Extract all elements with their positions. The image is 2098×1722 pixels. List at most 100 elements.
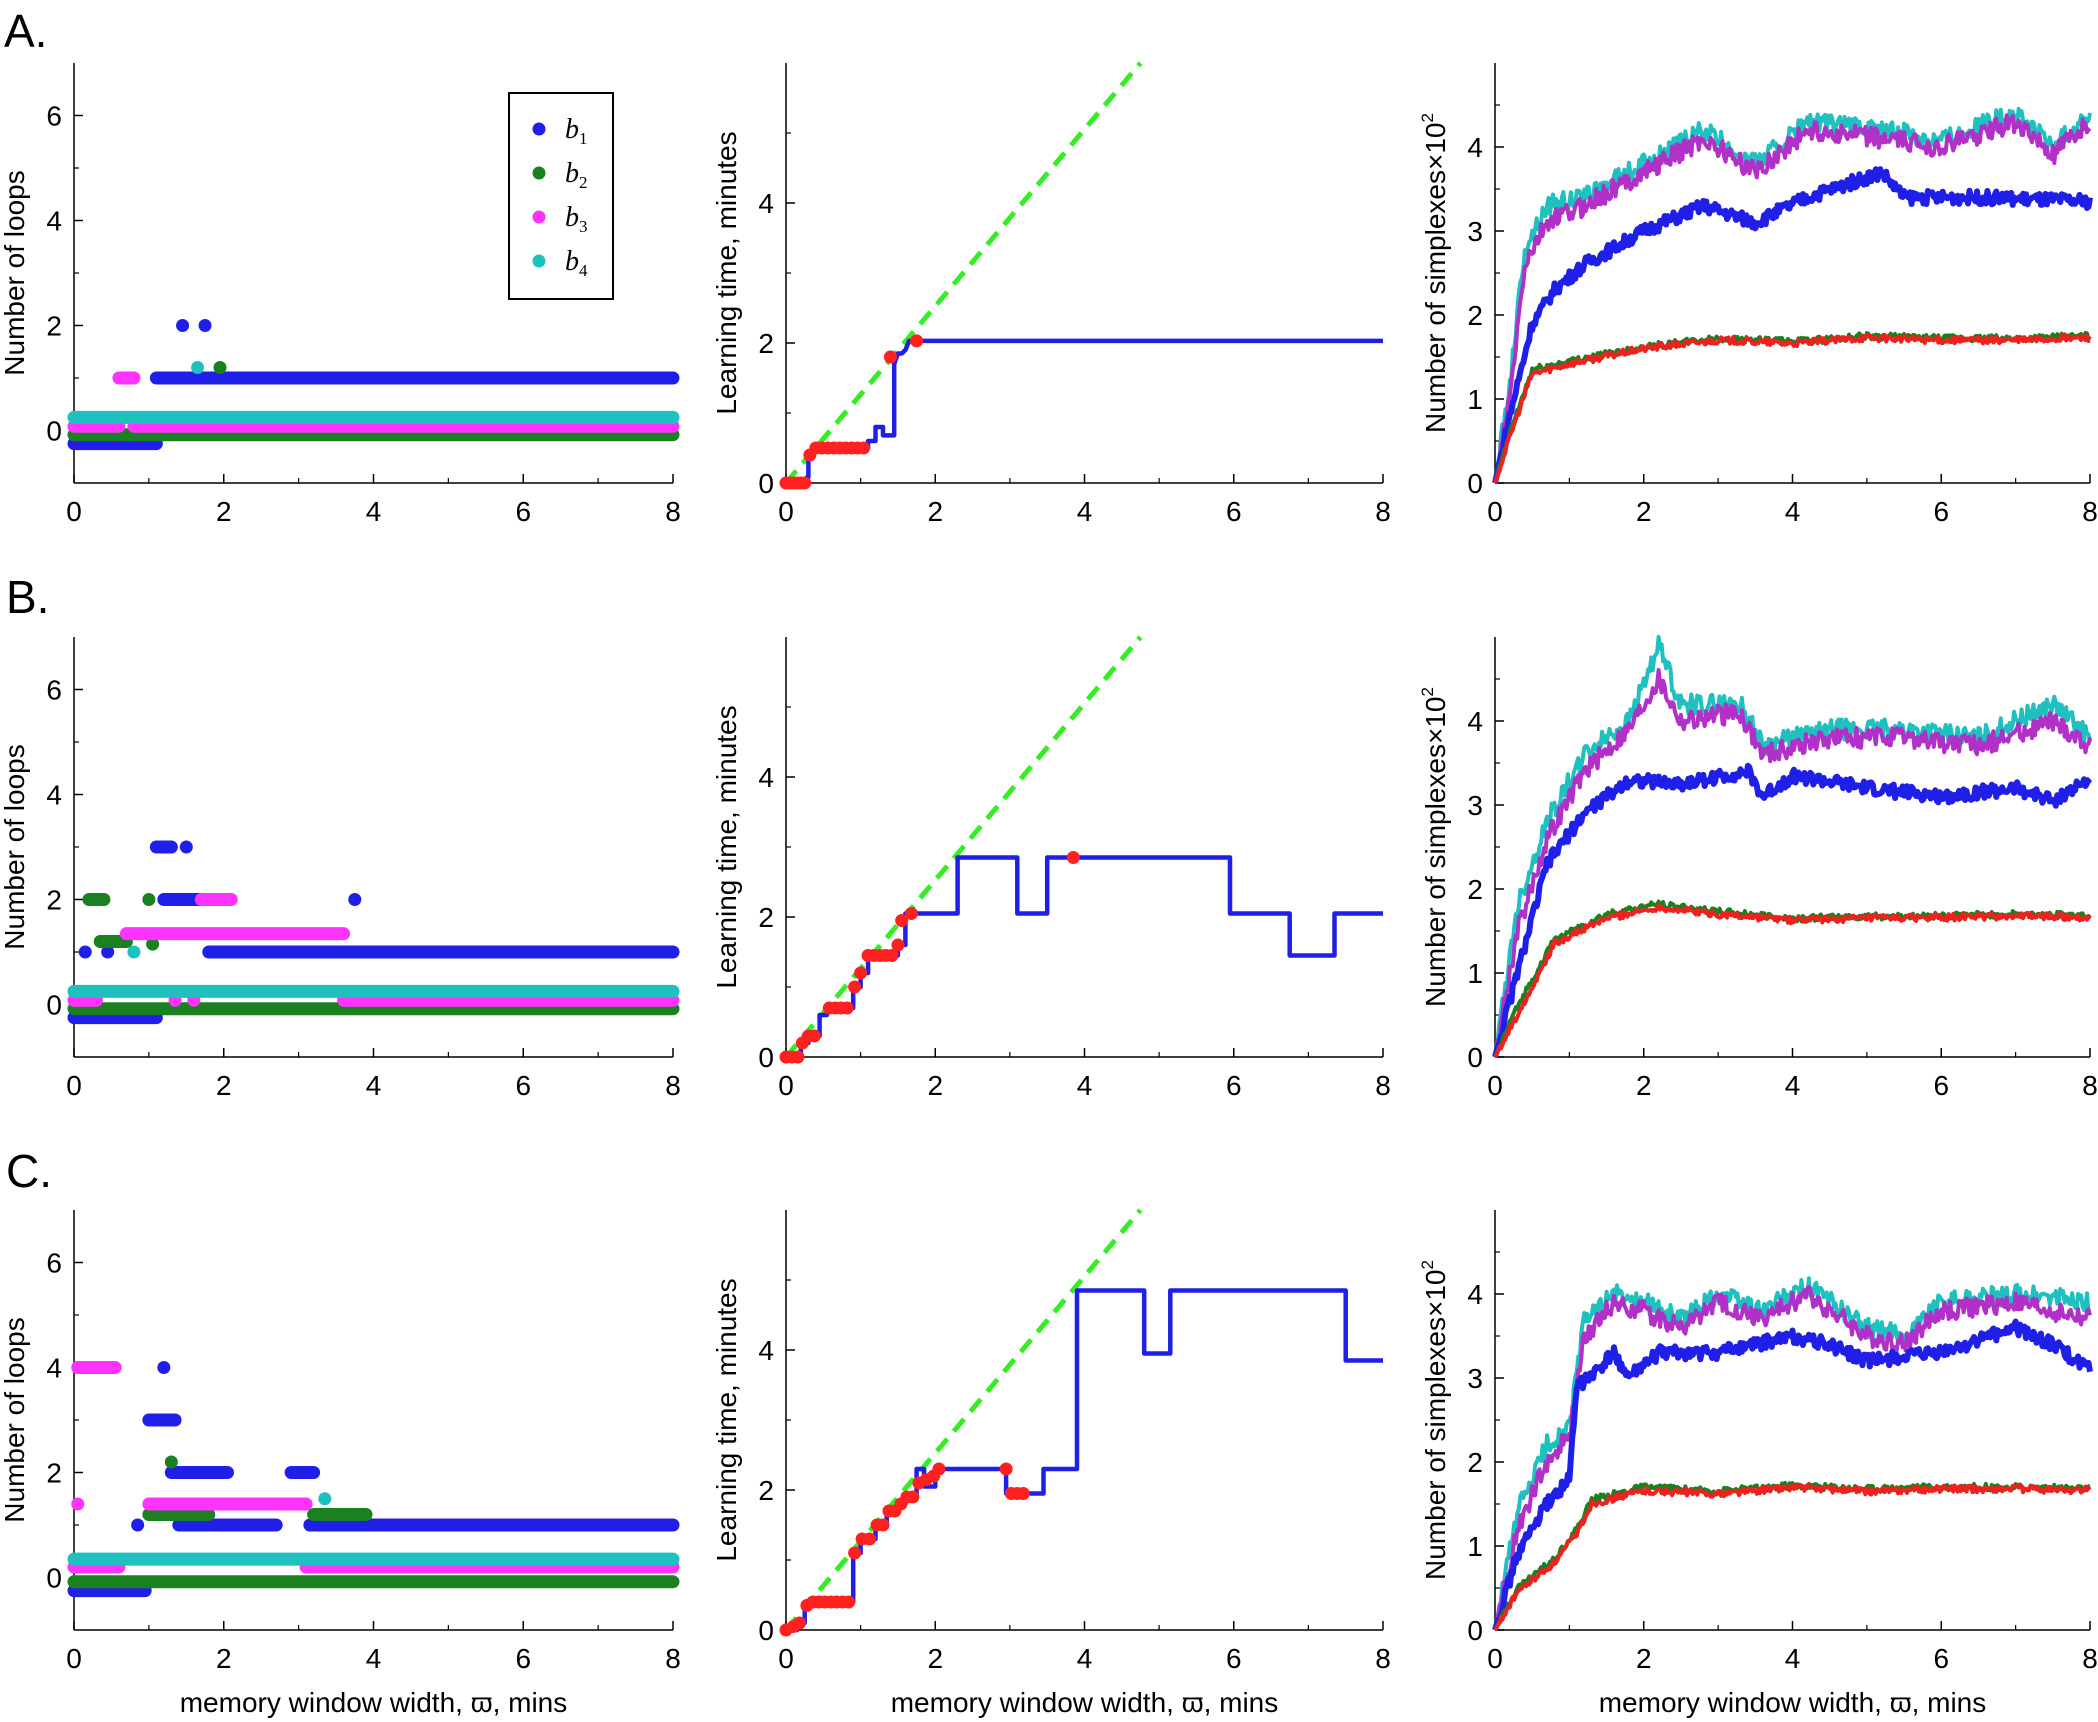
y-tick-label: 4 bbox=[1467, 132, 1483, 163]
legend-box bbox=[508, 92, 614, 300]
y-tick-label: 2 bbox=[1467, 1447, 1483, 1478]
series-b3 bbox=[67, 1361, 680, 1574]
y-tick-label: 2 bbox=[758, 902, 774, 933]
legend-marker-b1 bbox=[532, 122, 546, 136]
loop-point-b1 bbox=[348, 893, 362, 906]
diagonal-line bbox=[784, 61, 1143, 485]
x-tick-label: 8 bbox=[665, 1643, 681, 1674]
x-tick-label: 0 bbox=[1487, 1070, 1503, 1101]
simplex-series-red bbox=[1493, 1482, 2092, 1632]
y-axis-label: Number of loops bbox=[0, 744, 30, 949]
y-axis-label-exponent: 2 bbox=[1418, 1260, 1437, 1269]
learning-point bbox=[807, 1029, 821, 1043]
x-tick-label: 0 bbox=[778, 1643, 794, 1674]
simplex-series-cyan bbox=[1493, 635, 2092, 1058]
x-tick-label: 2 bbox=[1636, 1643, 1652, 1674]
x-tick-label: 6 bbox=[1226, 496, 1242, 527]
learning-point bbox=[791, 1050, 805, 1064]
series-b3 bbox=[67, 371, 680, 433]
x-tick-label: 0 bbox=[778, 496, 794, 527]
y-axis-label: Learning time, minutes bbox=[711, 131, 742, 414]
legend-marker-b3 bbox=[532, 210, 546, 224]
series-b4 bbox=[67, 1492, 680, 1566]
x-tick-label: 2 bbox=[927, 1643, 943, 1674]
simplex-series-purple bbox=[1493, 1285, 2092, 1631]
simplex-series-green bbox=[1493, 1480, 2091, 1631]
learning-point bbox=[857, 441, 871, 455]
x-tick-label: 2 bbox=[216, 1070, 232, 1101]
y-tick-label: 1 bbox=[1467, 1531, 1483, 1562]
x-tick-label: 8 bbox=[2082, 1070, 2098, 1101]
x-tick-label: 2 bbox=[216, 496, 232, 527]
learning-point bbox=[863, 1532, 877, 1546]
legend-subscript: 4 bbox=[579, 261, 588, 280]
panel-label-a: A. bbox=[4, 5, 48, 57]
learning-point bbox=[999, 1462, 1013, 1476]
loop-point-b1 bbox=[198, 319, 212, 332]
x-tick-label: 6 bbox=[1933, 1070, 1949, 1101]
x-tick-label: 6 bbox=[1933, 1643, 1949, 1674]
loop-point-b1 bbox=[101, 945, 115, 959]
x-tick-label: 8 bbox=[1375, 1070, 1391, 1101]
x-tick-label: 4 bbox=[1785, 496, 1801, 527]
simplex-series-blue bbox=[1492, 1318, 2093, 1631]
x-tick-label: 4 bbox=[1077, 496, 1093, 527]
y-tick-label: 0 bbox=[46, 416, 62, 447]
y-tick-label: 2 bbox=[46, 311, 62, 342]
learning-point bbox=[798, 476, 812, 490]
loop-point-b1 bbox=[176, 319, 190, 332]
y-tick-label: 0 bbox=[1467, 1615, 1483, 1646]
series-b2 bbox=[67, 893, 680, 1016]
y-tick-label: 2 bbox=[1467, 874, 1483, 905]
y-tick-label: 4 bbox=[46, 1353, 62, 1384]
y-tick-label: 4 bbox=[46, 780, 62, 811]
x-tick-label: 4 bbox=[1077, 1643, 1093, 1674]
series-b1 bbox=[67, 319, 680, 451]
learning-time-line bbox=[786, 338, 1383, 486]
y-tick-label: 2 bbox=[46, 885, 62, 916]
x-tick-label: 2 bbox=[1636, 1070, 1652, 1101]
y-tick-label: 2 bbox=[46, 1458, 62, 1489]
loop-point-b1 bbox=[131, 1518, 145, 1532]
y-tick-label: 4 bbox=[758, 188, 774, 219]
loop-point-b2 bbox=[142, 893, 156, 906]
x-tick-label: 2 bbox=[927, 1070, 943, 1101]
loop-point-b3 bbox=[71, 1497, 85, 1511]
chart-c-0: 0 2 4 6 8 0 2 4 6 Number of loops memory window wi… bbox=[0, 1210, 681, 1718]
simplex-series-blue bbox=[1492, 166, 2093, 484]
simplex-series-red bbox=[1493, 332, 2091, 484]
y-tick-label: 4 bbox=[1467, 706, 1483, 737]
y-tick-label: 4 bbox=[1467, 1279, 1483, 1310]
y-axis-label: Number of simplexes×102 bbox=[1418, 1260, 1451, 1580]
chart-b-1: 0 2 4 6 8 0 2 4 Learning time, minutes bbox=[711, 635, 1391, 1101]
x-tick-label: 8 bbox=[2082, 1643, 2098, 1674]
chart-c-1: 0 2 4 6 8 0 2 4 Learning time, minutes memory win… bbox=[711, 1208, 1391, 1718]
x-tick-label: 6 bbox=[515, 1070, 531, 1101]
series-b4 bbox=[67, 945, 680, 998]
x-tick-label: 0 bbox=[1487, 1643, 1503, 1674]
y-tick-label: 0 bbox=[1467, 468, 1483, 499]
x-tick-label: 6 bbox=[1226, 1070, 1242, 1101]
loop-point-b2 bbox=[146, 937, 160, 951]
y-tick-label: 4 bbox=[758, 762, 774, 793]
series-b1 bbox=[67, 1361, 680, 1598]
x-tick-label: 6 bbox=[1226, 1643, 1242, 1674]
y-tick-label: 4 bbox=[758, 1335, 774, 1366]
x-tick-label: 0 bbox=[66, 1070, 82, 1101]
x-tick-label: 0 bbox=[66, 496, 82, 527]
y-tick-label: 0 bbox=[1467, 1042, 1483, 1073]
learning-point bbox=[891, 938, 905, 952]
chart-b-0: 0 2 4 6 8 0 2 4 6 Number of loops bbox=[0, 637, 681, 1101]
y-axis-label: Number of loops bbox=[0, 170, 30, 375]
learning-point bbox=[883, 350, 897, 364]
x-tick-label: 4 bbox=[1077, 1070, 1093, 1101]
learning-point bbox=[910, 334, 924, 348]
y-axis-label: Number of simplexes×102 bbox=[1418, 687, 1451, 1007]
simplex-series-purple bbox=[1493, 113, 2092, 484]
panel-label-c: C. bbox=[6, 1145, 52, 1197]
x-axis-label: memory window width, ϖ, mins bbox=[180, 1687, 568, 1718]
y-tick-label: 3 bbox=[1467, 216, 1483, 247]
panel-label-b: B. bbox=[6, 571, 50, 623]
chart-a-2: 0 2 4 6 8 0 1 2 3 4 Number of simplexes×102 bbox=[1418, 63, 2098, 527]
